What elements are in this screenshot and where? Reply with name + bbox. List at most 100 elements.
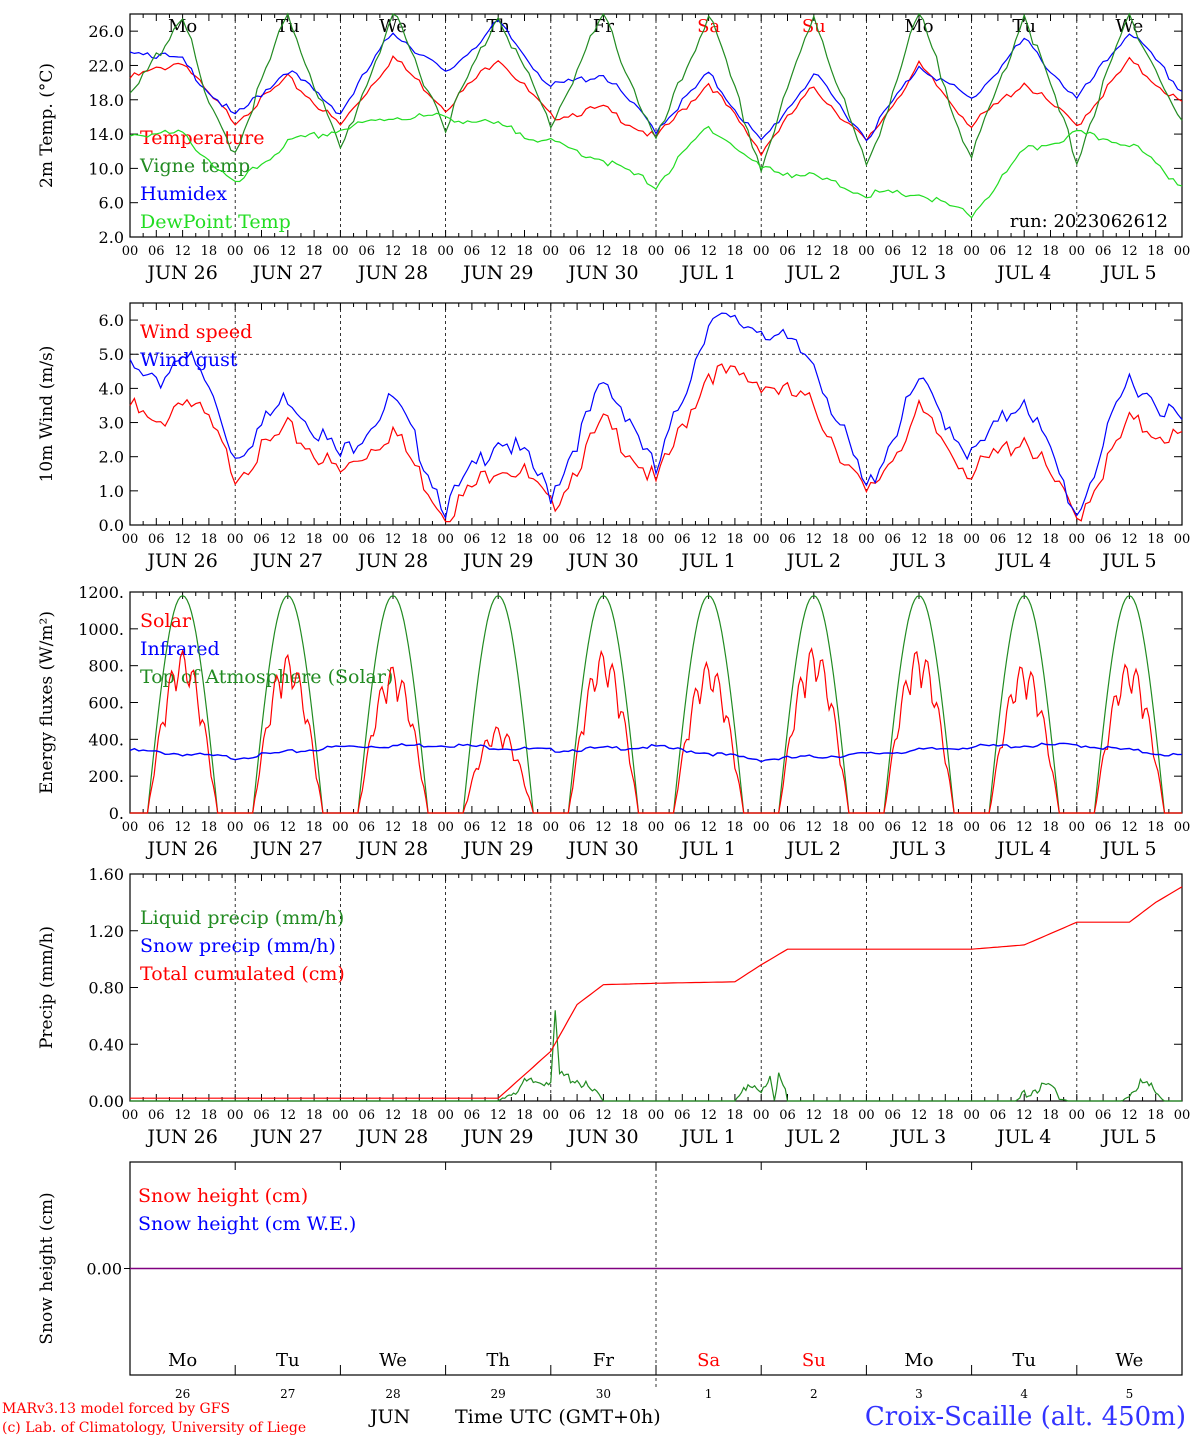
day-number-label: 30 [596,1387,611,1401]
hour-tick-label: 06 [358,532,375,547]
day-label: JUL 4 [995,550,1051,572]
y-tick-label: 1000. [78,620,124,639]
hour-tick-label: 00 [648,820,665,835]
weekday-label: Tu [1012,16,1036,37]
hour-tick-label: 18 [621,532,638,547]
legend-entry: Wind speed [140,321,252,343]
hour-tick-label: 12 [595,1108,612,1123]
hour-tick-label: 06 [569,1108,586,1123]
y-axis-label: 10m Wind (m/s) [37,346,57,483]
hour-tick-label: 12 [490,244,507,259]
hour-tick-label: 06 [148,532,165,547]
day-number-label: 5 [1126,1387,1134,1401]
hour-tick-label: 12 [1016,244,1033,259]
hour-tick-label: 00 [963,244,980,259]
day-label: JUL 3 [890,838,946,860]
y-tick-label: 2.0 [99,228,124,247]
y-tick-label: 800. [88,657,124,676]
day-label: JUN 28 [356,1126,428,1148]
hour-tick-label: 12 [1016,1108,1033,1123]
hour-tick-label: 18 [1042,1108,1059,1123]
hour-tick-label: 06 [779,1108,796,1123]
weekday-label: Th [486,1350,510,1371]
hour-tick-label: 12 [280,1108,297,1123]
hour-tick-label: 06 [253,820,270,835]
hour-tick-label: 00 [543,244,560,259]
weekday-label: We [1116,1350,1144,1371]
day-label: JUL 1 [679,262,735,284]
lab-credit: (c) Lab. of Climatology, University of L… [2,1420,307,1436]
hour-tick-label: 06 [884,244,901,259]
hour-tick-label: 06 [1095,244,1112,259]
weekday-label: We [379,1350,407,1371]
panel-1: 00 06 12 18 JUN 26 00 06 12 18 JUN 27 00 06 12 18 JUN … [37,13,1191,284]
hour-tick-label: 00 [332,820,349,835]
hour-tick-label: 18 [411,532,428,547]
hour-tick-label: 00 [437,820,454,835]
hour-tick-label: 06 [253,244,270,259]
hour-tick-label: 18 [727,1108,744,1123]
panel-4: 00 06 12 18 JUN 26 00 06 12 18 JUN 27 00 06 12 18 JUN … [37,865,1190,1148]
day-label: JUL 2 [785,550,841,572]
day-label: JUL 4 [995,262,1051,284]
hour-tick-label: 00 [543,1108,560,1123]
hour-tick-label: 00 [753,1108,770,1123]
hour-tick-label: 18 [937,532,954,547]
hour-tick-label: 00 [437,244,454,259]
day-label: JUN 29 [461,1126,533,1148]
hour-tick-label: 00 [1069,1108,1086,1123]
hour-tick-label: 18 [411,244,428,259]
hour-tick-label: 00 [1174,244,1191,259]
weekday-label: Fr [593,16,614,37]
hour-tick-label: 12 [911,244,928,259]
y-axis-label: Energy fluxes (W/m²) [37,611,57,794]
day-label: JUN 27 [251,550,323,572]
hour-tick-label: 06 [464,244,481,259]
hour-tick-label: 12 [174,532,191,547]
y-tick-label: 0.40 [88,1035,124,1054]
hour-tick-label: 12 [385,1108,402,1123]
series-line-liquid-precip [130,1010,1182,1102]
hour-tick-label: 06 [1095,820,1112,835]
hour-tick-label: 18 [411,820,428,835]
day-label: JUN 30 [566,838,638,860]
series-line-infrared [129,742,1183,763]
hour-tick-label: 06 [1095,1108,1112,1123]
hour-tick-label: 06 [148,1108,165,1123]
hour-tick-label: 18 [201,820,218,835]
hour-tick-label: 00 [753,820,770,835]
series-line-dewpoint-temp [129,112,1183,219]
y-tick-label: 3.0 [99,414,124,433]
y-axis-label: Snow height (cm) [37,1192,57,1344]
legend-entry: Snow height (cm) [138,1185,308,1207]
day-label: JUN 26 [145,838,217,860]
hour-tick-label: 00 [963,532,980,547]
y-tick-label: 6.0 [99,194,124,213]
hour-tick-label: 06 [569,532,586,547]
day-number-label: 26 [175,1387,190,1401]
day-label: JUL 5 [1100,1126,1156,1148]
hour-tick-label: 00 [122,244,139,259]
series-line-humidex [129,19,1183,142]
hour-tick-label: 00 [1174,820,1191,835]
y-tick-label: 0.80 [88,979,124,998]
hour-tick-label: 00 [1174,1108,1191,1123]
hour-tick-label: 06 [674,1108,691,1123]
day-label: JUN 30 [566,550,638,572]
hour-tick-label: 00 [858,820,875,835]
legend-entry: Snow height (cm W.E.) [138,1213,356,1235]
hour-tick-label: 06 [990,244,1007,259]
hour-tick-label: 06 [358,820,375,835]
hour-tick-label: 12 [174,244,191,259]
weekday-label: Su [802,1350,826,1371]
model-credit: MARv3.13 model forced by GFS [2,1401,231,1417]
hour-tick-label: 12 [595,820,612,835]
hour-tick-label: 18 [201,244,218,259]
hour-tick-label: 18 [832,244,849,259]
hour-tick-label: 18 [1147,1108,1164,1123]
hour-tick-label: 06 [1095,532,1112,547]
day-label: JUL 5 [1100,838,1156,860]
hour-tick-label: 12 [1016,820,1033,835]
legend-entry: Humidex [140,183,227,205]
